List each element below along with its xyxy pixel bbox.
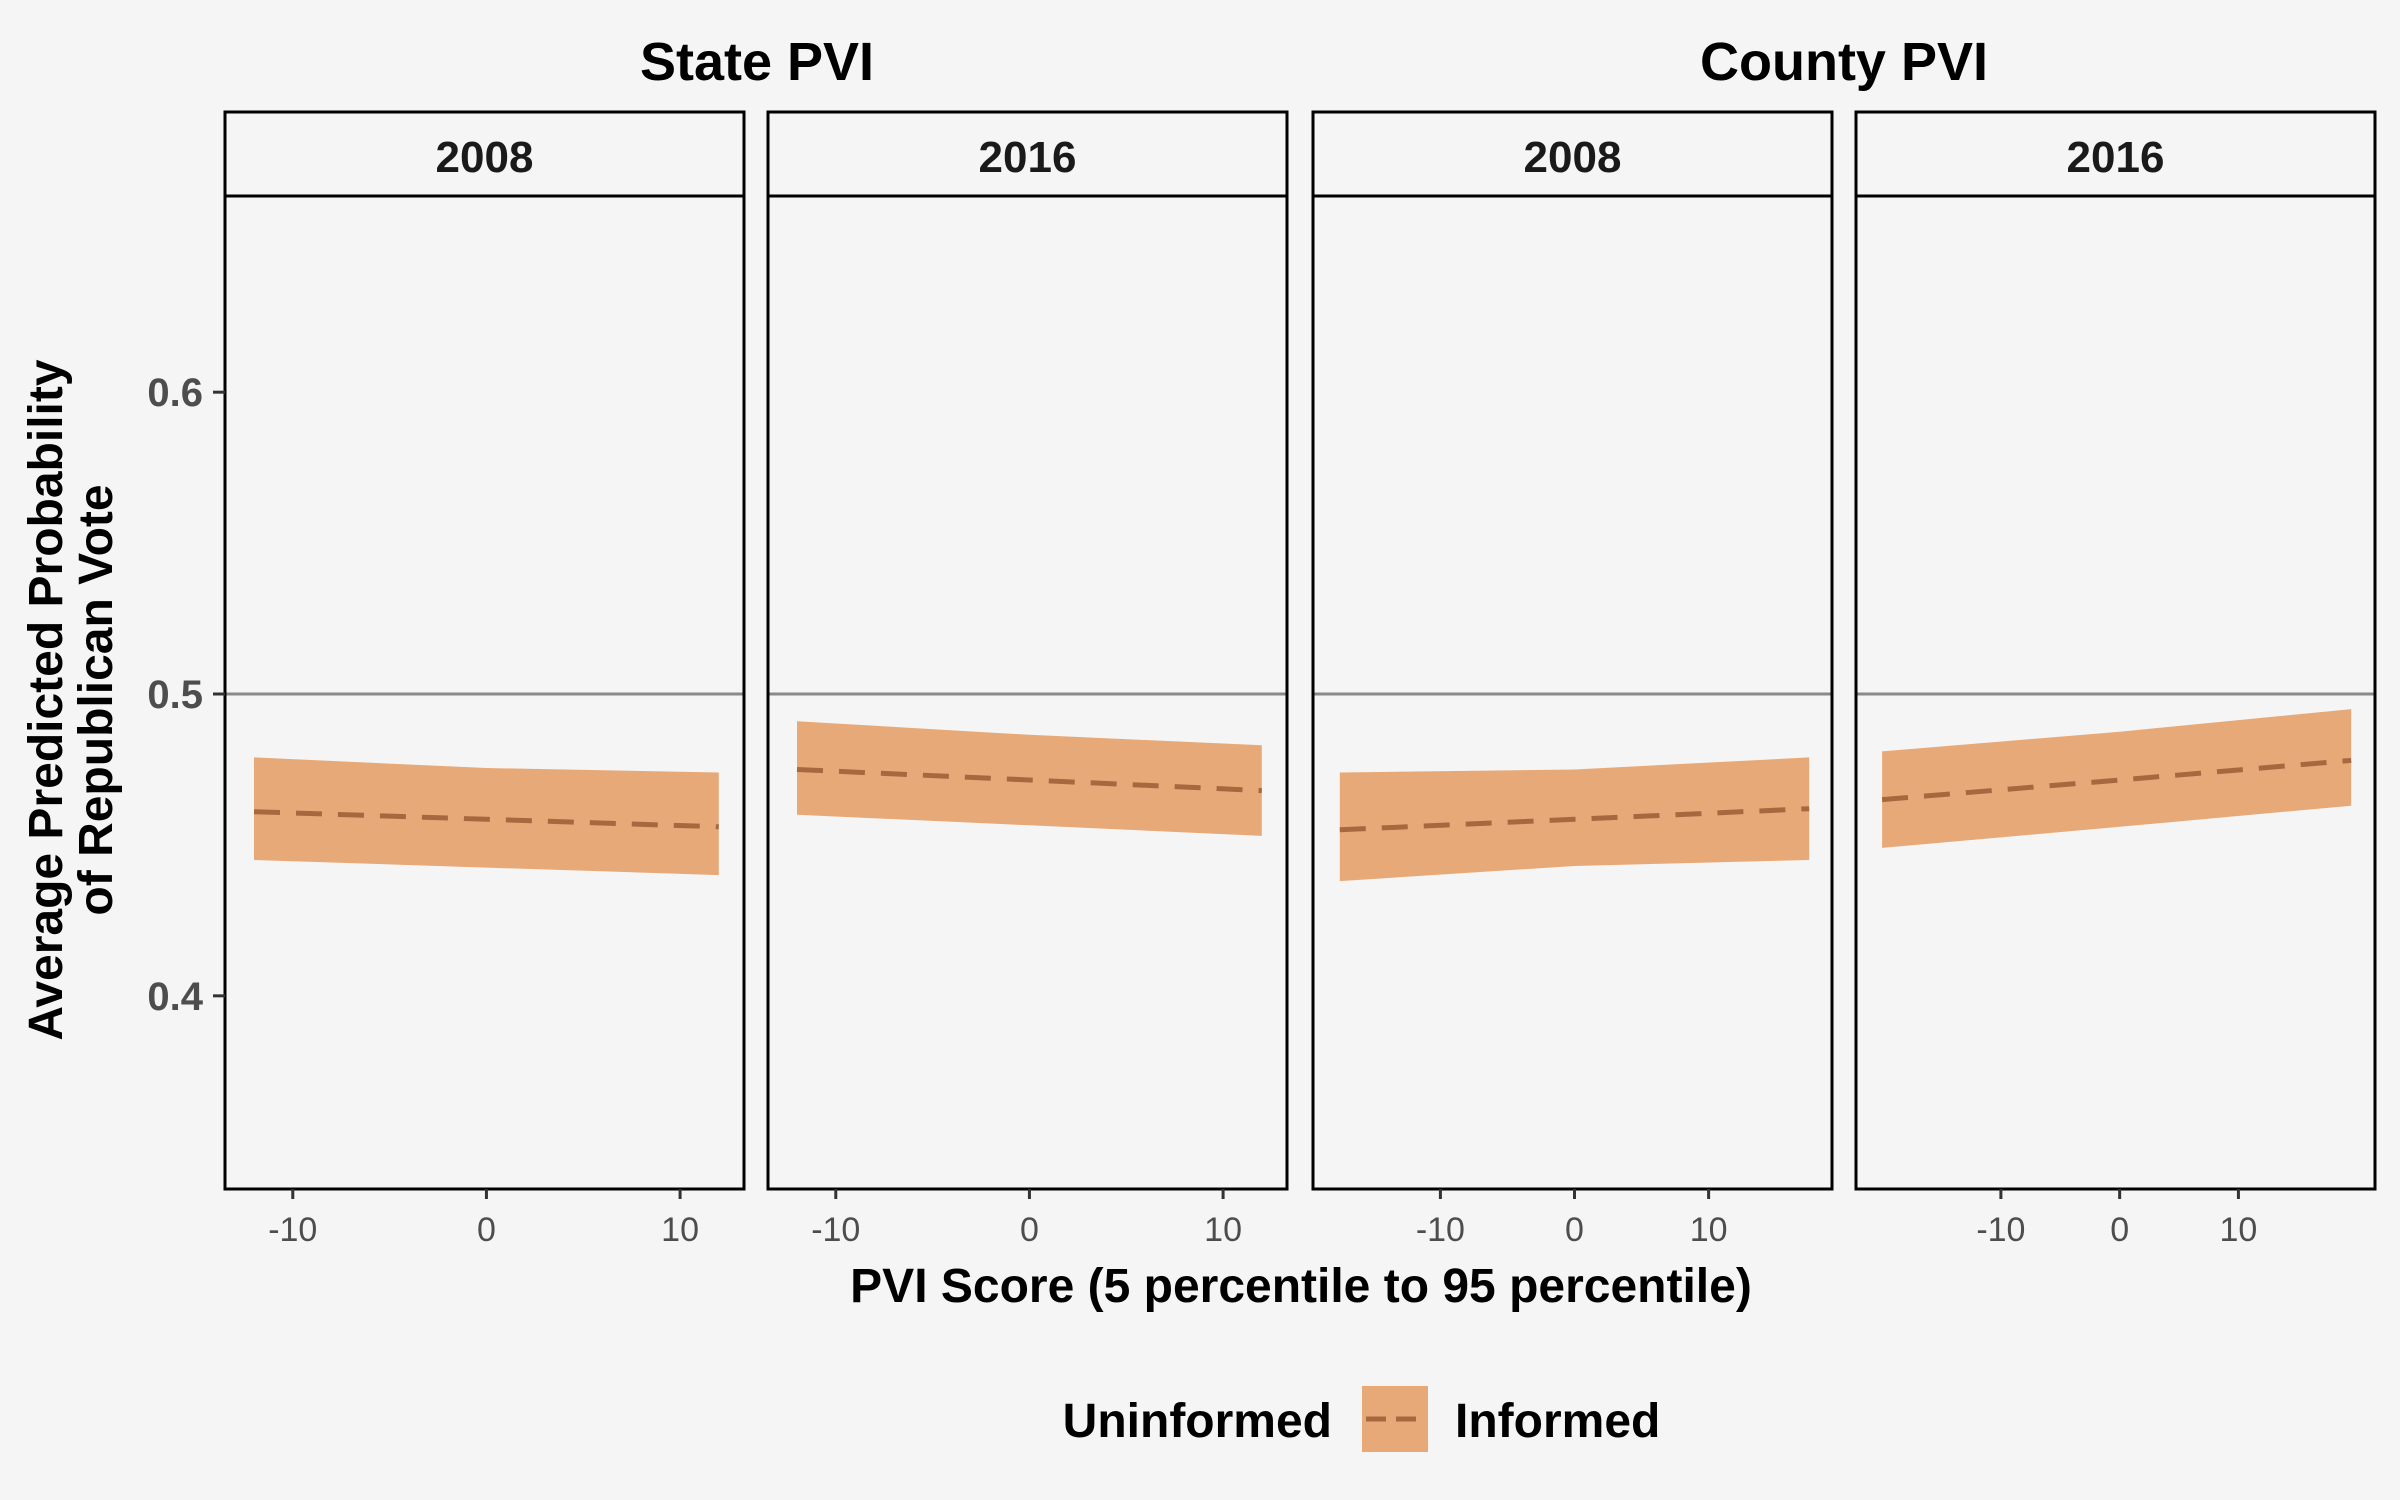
x-axis-title: PVI Score (5 percentile to 95 percentile… — [850, 1260, 1752, 1313]
y-axis-title-line: of Republican Vote — [70, 484, 123, 915]
y-tick-label: 0.4 — [147, 975, 203, 1019]
facet-strip-label: 2016 — [2067, 133, 2165, 182]
facet-strip — [766, 110, 1289, 198]
x-tick-label: 10 — [2220, 1211, 2258, 1249]
facet-panel — [766, 196, 1289, 1191]
facet-panel — [1854, 196, 2377, 1191]
legend-label: Informed — [1455, 1395, 1660, 1448]
x-tick-label: 0 — [1565, 1211, 1584, 1249]
confidence-ribbon — [254, 757, 719, 876]
x-tick-label: -10 — [811, 1211, 860, 1249]
panel-border — [1854, 196, 2377, 1191]
group-titles: State PVI County PVI — [640, 32, 1988, 92]
facet-strips: 2008 2016 2008 2016 — [223, 110, 2377, 198]
y-tick-label: 0.5 — [147, 673, 203, 717]
group-title: State PVI — [640, 32, 874, 92]
panel-border — [1311, 196, 1834, 1191]
x-tick-label: 0 — [1020, 1211, 1039, 1249]
panel-border — [223, 196, 746, 1191]
x-tick-label: 10 — [1204, 1211, 1242, 1249]
predicted-line — [253, 809, 719, 830]
facet-strip — [223, 110, 746, 198]
x-tick-label: 10 — [661, 1211, 699, 1249]
predicted-line — [1881, 757, 2352, 803]
x-tick-label: -10 — [1976, 1211, 2025, 1249]
x-tick-label: 0 — [477, 1211, 496, 1249]
panel-border — [766, 196, 1289, 1191]
x-tick-label: -10 — [268, 1211, 317, 1249]
facet-panel — [223, 196, 746, 1191]
y-axis: 0.4 0.5 0.6 — [147, 371, 225, 1019]
facet-strip-label: 2008 — [1524, 133, 1622, 182]
facet-strip — [1854, 110, 2377, 198]
group-title: County PVI — [1700, 32, 1988, 92]
facet-strip-label: 2008 — [436, 133, 534, 182]
x-tick-label: -10 — [1416, 1211, 1465, 1249]
x-tick-label: 0 — [2110, 1211, 2129, 1249]
y-tick-label: 0.6 — [147, 371, 203, 415]
facet-strip — [1311, 110, 1834, 198]
facet-panel — [1311, 196, 1834, 1191]
y-axis-title-line: Average Predicted Probability — [20, 359, 73, 1040]
facet-panels — [223, 196, 2377, 1191]
legend-label: Uninformed — [1063, 1395, 1332, 1448]
facet-strip-label: 2016 — [979, 133, 1077, 182]
legend: Uninformed Informed — [1063, 1386, 1660, 1452]
x-axes: -10 0 10 -10 0 10 -10 0 10 -10 0 10 — [268, 1189, 2257, 1249]
predicted-line — [796, 767, 1262, 794]
predicted-line — [1339, 806, 1810, 833]
y-axis-title: Average Predicted Probabilityof Republic… — [20, 359, 123, 1040]
x-tick-label: 10 — [1690, 1211, 1728, 1249]
